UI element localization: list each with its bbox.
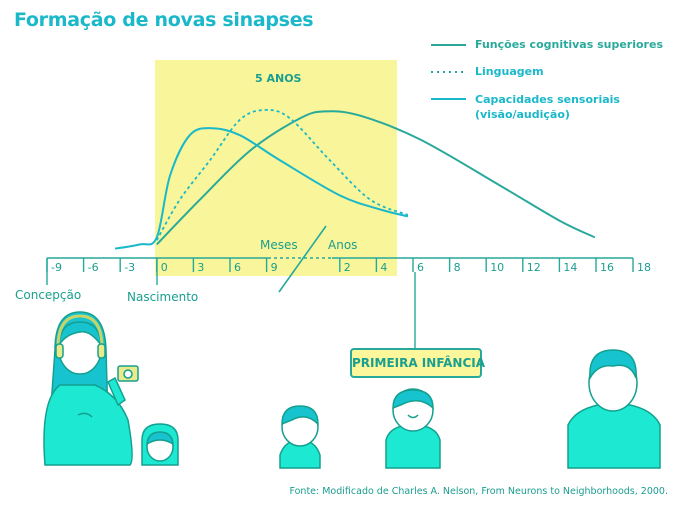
baby-illustration [141,423,179,466]
x-tick-label: 6 [417,261,424,274]
legend-item-language: Linguagem [475,65,544,78]
x-tick-label: -3 [124,261,136,274]
x-tick-label: 18 [637,261,651,274]
x-tick-label: 2 [343,261,351,274]
x-tick-label: 0 [160,261,168,274]
x-tick-label: 10 [490,261,505,274]
adult-illustration [567,349,661,469]
page-title: Formação de novas sinapses [14,9,314,31]
language-curve [156,109,409,241]
five-years-highlight [155,60,397,276]
x-tick-label: 16 [600,261,614,274]
early-childhood-badge: PRIMEIRA INFÂNCIA [350,348,485,378]
toddler-illustration [279,405,321,469]
legend-item-sensory: Capacidades sensoriais (visão/audição) [475,93,620,121]
x-tick-label: 12 [526,261,541,274]
x-tick-label: 14 [563,261,578,274]
x-tick-label: -6 [87,261,99,274]
x-tick-label: 3 [197,261,205,274]
x-tick-label: 8 [453,261,461,274]
months-label: Meses [260,238,298,252]
source-note: Fonte: Modificado de Charles A. Nelson, … [289,486,668,497]
months-years-divider [278,225,327,293]
legend-item-cognitive: Funções cognitivas superiores [475,38,663,51]
x-tick-label: 6 [234,261,241,274]
years-label: Anos [328,238,358,252]
birth-label: Nascimento [127,290,199,304]
sensory-curve [114,127,409,250]
x-tick-label: -9 [51,261,62,274]
x-tick-label: 4 [380,261,388,274]
child-illustration [385,388,441,469]
conception-label: Concepção [15,288,82,302]
cognitive-curve [156,110,596,246]
x-tick-label: 9 [270,261,278,274]
pregnant-woman-illustration [43,311,139,466]
highlight-label: 5 ANOS [255,72,302,85]
